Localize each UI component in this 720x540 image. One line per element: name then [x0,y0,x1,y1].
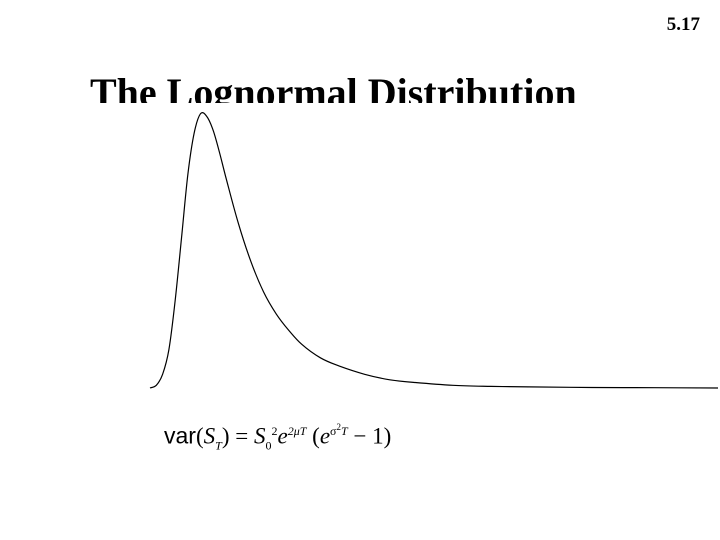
formula-exp-2: 2 [271,424,278,438]
formula-s: S [203,423,216,449]
formula-s0: S [253,423,266,449]
variance-formula: var(ST) = S02e2μT (eσ2T − 1) [164,422,392,453]
formula-exp-t: T [341,424,348,438]
formula-sigma-exp: 2 [336,422,342,432]
formula-exp-2mut: 2μT [287,424,307,438]
formula-var: var [164,422,196,449]
formula-sub-t: T [215,438,222,453]
formula-equals: = [229,423,254,449]
formula-minus-one: − 1) [347,423,392,449]
slide-number: 5.17 [666,14,700,35]
formula-e2: e [319,423,331,449]
formula-open-paren: ( [306,423,320,449]
slide-title: The Lognormal Distribution [90,70,577,103]
formula-e1: e [277,423,288,449]
formula-sub-0: 0 [265,438,272,453]
density-curve [149,112,719,389]
title-container: The Lognormal Distribution [90,70,650,103]
formula-sigma: σ [330,424,337,438]
